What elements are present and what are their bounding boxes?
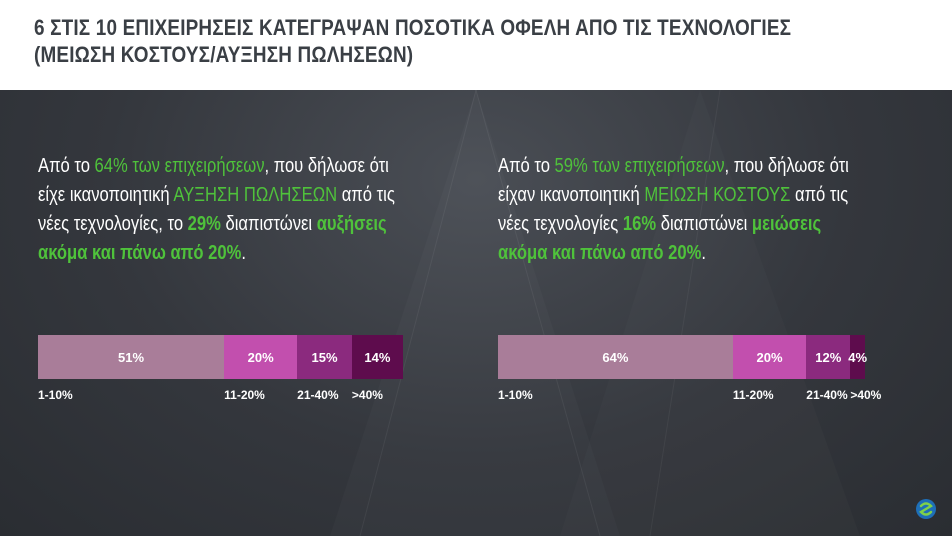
right-text-part: . — [701, 242, 706, 264]
right-text-highlight: 59% των επιχειρήσεων — [554, 155, 725, 177]
left-bar-value-label: 20% — [247, 349, 274, 365]
right-bar-value-label: 4% — [848, 349, 868, 365]
header-bar: 6 ΣΤΙΣ 10 ΕΠΙΧΕΙΡΗΣΕΙΣ ΚΑΤΕΓΡΑΨΑΝ ΠΟΣΟΤΙ… — [0, 0, 952, 90]
slide-body — [0, 90, 952, 536]
right-bar-segment-1: 64% — [498, 335, 733, 379]
right-text-part: από τις νέες τεχνολογίες — [498, 184, 849, 235]
left-text-part: , που δήλωσε ότι είχε ικανοποιητική — [38, 155, 389, 206]
left-category-label: 21-40% — [297, 388, 339, 402]
left-category-label: >40% — [351, 388, 383, 402]
left-bar-value-label: 14% — [364, 349, 391, 365]
right-stacked-bar: 64% 20% 12% 4% — [498, 335, 868, 379]
left-text-part: . — [241, 242, 246, 264]
right-text-highlight: 16% — [622, 213, 657, 235]
left-text-highlight: αυξήσεις ακόμα και πάνω από 20% — [38, 213, 387, 264]
left-stacked-bar: 51% 20% 15% 14% — [38, 335, 403, 379]
right-category-label: >40% — [850, 388, 882, 402]
right-category-label: 21-40% — [806, 388, 848, 402]
left-bar-value-label: 51% — [118, 349, 145, 365]
right-text-highlight: ΜΕΙΩΣΗ ΚΟΣΤΟΥΣ — [644, 184, 791, 206]
right-bar-segment-3: 12% — [806, 335, 851, 379]
left-text-highlight: 64% των επιχειρήσεων — [94, 155, 265, 177]
left-bar-segment-4: 14% — [351, 335, 403, 379]
left-bar-value-label: 15% — [311, 349, 338, 365]
left-bar-segment-2: 20% — [224, 335, 298, 379]
left-description: Από το 64% των επιχειρήσεων, που δήλωσε … — [38, 152, 407, 268]
left-text-part: από τις νέες τεχνολογίες, το — [38, 184, 395, 235]
right-bar-value-label: 64% — [602, 349, 629, 365]
background-decoration — [359, 90, 721, 536]
left-category-label: 1-10% — [38, 388, 73, 402]
company-logo-icon — [916, 499, 936, 519]
right-bar-segment-4: 4% — [848, 335, 868, 379]
right-bar-segment-2: 20% — [732, 335, 807, 379]
right-bar-value-label: 12% — [815, 349, 842, 365]
right-text-part: , που δήλωσε ότι είχαν ικανοποιητική — [498, 155, 849, 206]
right-text-highlight: μειώσεις ακόμα και πάνω από 20% — [498, 213, 822, 264]
right-bar-value-label: 20% — [756, 349, 783, 365]
left-text-part: διαπιστώνει — [220, 213, 317, 235]
right-category-label: 1-10% — [498, 388, 533, 402]
left-bar-segment-1: 51% — [38, 335, 225, 379]
page-title: 6 ΣΤΙΣ 10 ΕΠΙΧΕΙΡΗΣΕΙΣ ΚΑΤΕΓΡΑΨΑΝ ΠΟΣΟΤΙ… — [34, 15, 792, 67]
right-category-label: 11-20% — [732, 388, 774, 402]
left-category-label: 11-20% — [224, 388, 265, 402]
right-text-part: Από το — [498, 155, 555, 177]
right-text-part: διαπιστώνει — [656, 213, 752, 235]
left-text-part: Από το — [38, 155, 95, 177]
left-bar-segment-3: 15% — [297, 335, 352, 379]
right-description: Από το 59% των επιχειρήσεων, που δήλωσε … — [498, 152, 863, 268]
left-text-highlight: 29% — [187, 213, 221, 235]
left-text-highlight: ΑΥΞΗΣΗ ΠΩΛΗΣΕΩΝ — [173, 184, 338, 206]
